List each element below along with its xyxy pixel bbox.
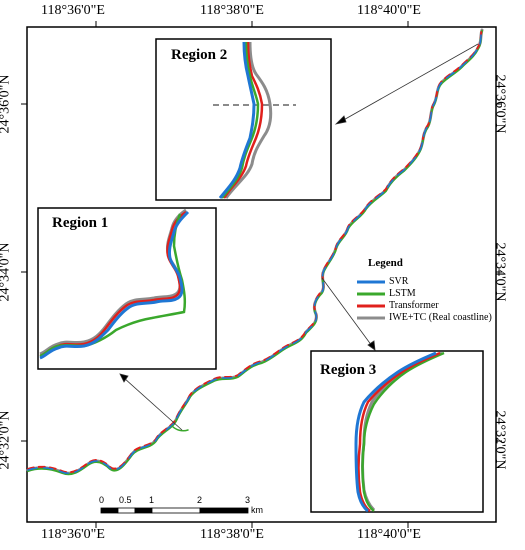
lon-label-bottom-3: 118°40'0"E bbox=[357, 527, 421, 542]
coastline-blue bbox=[27, 29, 483, 475]
scale-tick-0: 0 bbox=[99, 495, 105, 505]
coastline-spur bbox=[171, 425, 189, 432]
region3-inset bbox=[310, 350, 484, 513]
lon-label-top-1: 118°36'0"E bbox=[41, 3, 105, 18]
region1-inset bbox=[37, 207, 217, 370]
legend-label-transformer: Transformer bbox=[389, 300, 439, 311]
scale-bar bbox=[100, 507, 249, 514]
main-coastline bbox=[26, 28, 484, 476]
lon-label-bottom-1: 118°36'0"E bbox=[41, 527, 105, 542]
scale-tick-0-5: 0.5 bbox=[119, 495, 132, 505]
legend-label-svr: SVR bbox=[389, 276, 409, 287]
region2-inset bbox=[155, 38, 332, 201]
map-frame bbox=[26, 26, 497, 523]
legend bbox=[357, 280, 385, 320]
lon-label-top-3: 118°40'0"E bbox=[357, 3, 421, 18]
legend-label-real: IWE+TC (Real coastline) bbox=[389, 312, 492, 323]
region1-title: Region 1 bbox=[52, 215, 109, 231]
graticule-ticks bbox=[21, 21, 502, 528]
scale-tick-1: 1 bbox=[149, 495, 155, 505]
legend-title: Legend bbox=[368, 257, 403, 269]
scale-tick-2: 2 bbox=[197, 495, 203, 505]
scale-unit: km bbox=[251, 505, 263, 515]
lon-label-top-2: 118°38'0"E bbox=[200, 3, 264, 18]
region2-title: Region 2 bbox=[171, 47, 228, 63]
scale-tick-3: 3 bbox=[245, 495, 251, 505]
legend-label-lstm: LSTM bbox=[389, 288, 416, 299]
callout-arrows bbox=[119, 43, 479, 431]
region3-title: Region 3 bbox=[320, 362, 377, 378]
lon-label-bottom-2: 118°38'0"E bbox=[200, 527, 264, 542]
